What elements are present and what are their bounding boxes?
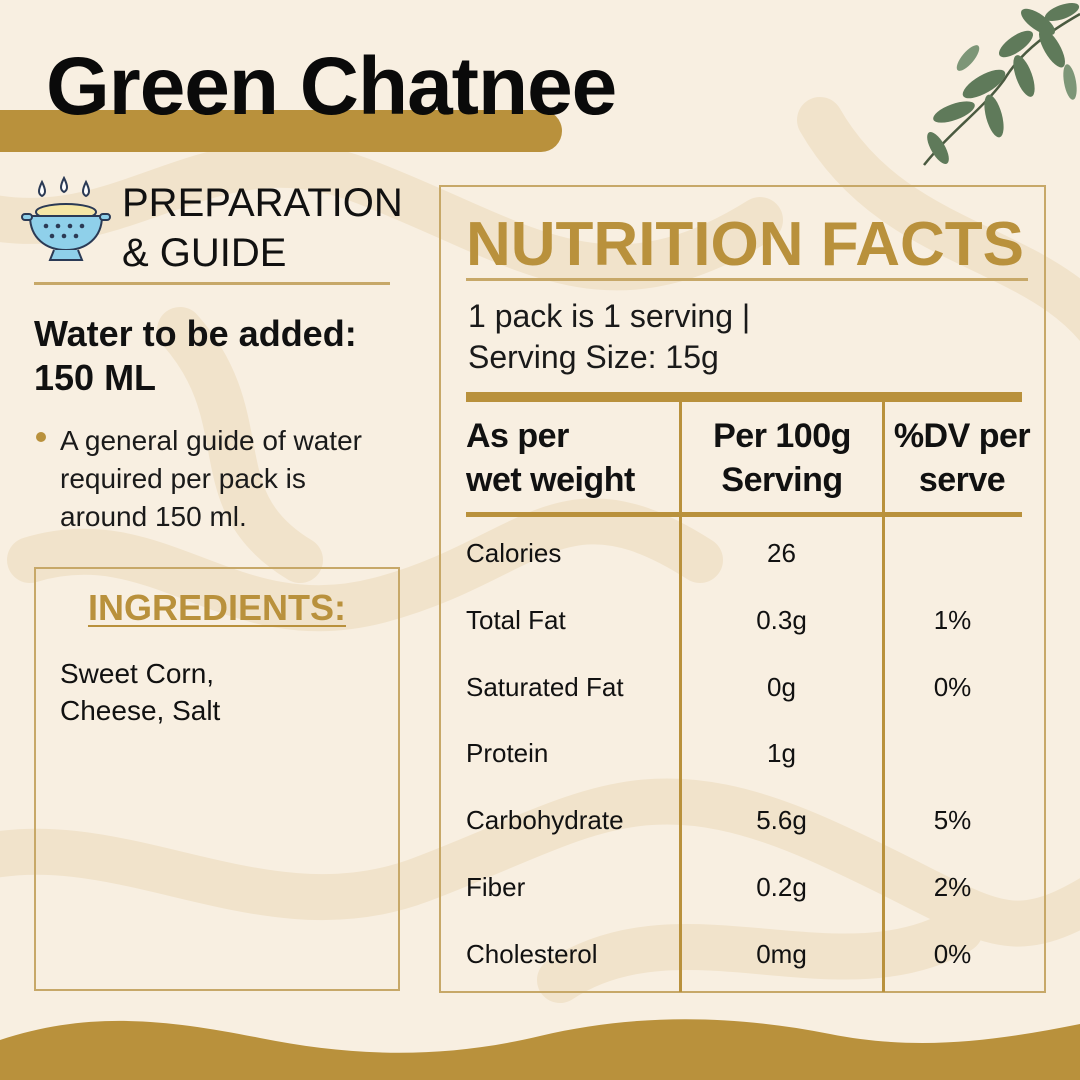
serving-info: 1 pack is 1 serving | Serving Size: 15g xyxy=(468,296,750,378)
header-col3-line1: %DV per xyxy=(893,417,1031,455)
header-col3-line2: serve xyxy=(918,461,1006,499)
water-amount: 150 ML xyxy=(34,357,157,398)
header-col2-line2: Serving xyxy=(721,461,843,499)
water-guide-line1: A general guide of water xyxy=(60,425,362,456)
nutrient-dv xyxy=(883,520,1022,587)
nutrition-title-rule xyxy=(466,278,1028,281)
ingredients-list: Sweet Corn, Cheese, Salt xyxy=(60,655,380,729)
ingredients-panel: INGREDIENTS: Sweet Corn, Cheese, Salt xyxy=(34,567,400,991)
bullet-dot xyxy=(36,432,46,442)
nutrient-name: Fiber xyxy=(466,871,526,902)
water-guide-line2: required per pack is xyxy=(60,463,306,494)
nutrient-per100g: 1g xyxy=(767,738,796,769)
ingredients-line1: Sweet Corn, xyxy=(60,658,215,689)
nutrient-name: Saturated Fat xyxy=(466,671,624,702)
nutrition-thick-rule xyxy=(466,392,1022,402)
water-guide-line3: around 150 ml. xyxy=(60,501,247,532)
header-col3: %DV per serve xyxy=(885,414,1039,502)
table-row: Carbohydrate 5.6g 5% xyxy=(466,787,1022,854)
nutrition-title: NUTRITION FACTS xyxy=(466,210,1024,279)
column-divider-2 xyxy=(882,402,885,992)
water-instruction: Water to be added: 150 ML xyxy=(34,312,357,400)
nutrient-dv: 5% xyxy=(933,805,972,836)
header-col1: As per wet weight xyxy=(466,414,676,502)
preparation-heading-line1: PREPARATION xyxy=(122,181,403,225)
nutrition-panel xyxy=(439,185,1046,993)
header-col1-line2: wet weight xyxy=(466,461,635,499)
serving-line1: 1 pack is 1 serving | xyxy=(468,298,751,334)
nutrition-rows: Calories 26 Total Fat 0.3g 1% Saturated … xyxy=(466,520,1022,988)
nutrient-dv xyxy=(883,720,1022,787)
header-col2-line1: Per 100g xyxy=(713,417,851,455)
header-col2: Per 100g Serving xyxy=(682,414,882,502)
preparation-heading-line2: & GUIDE xyxy=(122,231,287,275)
column-divider-1 xyxy=(679,402,682,992)
nutrient-per100g: 0.3g xyxy=(756,604,807,635)
serving-line2: Serving Size: 15g xyxy=(468,339,719,375)
page-title: Green Chatnee xyxy=(46,41,617,132)
nutrient-per100g: 26 xyxy=(767,538,796,568)
colander-icon xyxy=(21,176,111,261)
water-guide-note: A general guide of water required per pa… xyxy=(60,422,420,536)
nutrient-dv: 1% xyxy=(933,604,972,635)
header-col1-line1: As per xyxy=(466,417,569,455)
table-row: Total Fat 0.3g 1% xyxy=(466,587,1022,654)
table-row: Saturated Fat 0g 0% xyxy=(466,654,1022,721)
nutrient-name: Protein xyxy=(466,738,549,769)
leaf-branch-icon xyxy=(923,2,1080,166)
header-rule xyxy=(466,512,1022,517)
nutrient-dv: 0% xyxy=(933,938,972,969)
preparation-heading: PREPARATION & GUIDE xyxy=(122,178,403,278)
nutrient-per100g: 5.6g xyxy=(756,805,807,836)
nutrient-per100g: 0.2g xyxy=(756,871,807,902)
preparation-divider xyxy=(34,282,390,285)
table-row: Calories 26 xyxy=(466,520,1022,587)
table-row: Cholesterol 0mg 0% xyxy=(466,921,1022,988)
bottom-wave-decoration xyxy=(0,1019,1080,1080)
nutrient-name: Carbohydrate xyxy=(466,805,624,836)
nutrient-dv: 2% xyxy=(933,871,972,902)
nutrient-name: Calories xyxy=(466,538,562,568)
nutrient-per100g: 0mg xyxy=(756,938,807,969)
table-row: Protein 1g xyxy=(466,720,1022,787)
nutrient-name: Total Fat xyxy=(466,604,566,635)
ingredients-line2: Cheese, Salt xyxy=(60,695,221,726)
nutrient-name: Cholesterol xyxy=(466,938,598,969)
nutrient-dv: 0% xyxy=(933,671,972,702)
water-label: Water to be added: xyxy=(34,313,357,354)
table-row: Fiber 0.2g 2% xyxy=(466,854,1022,921)
ingredients-title: INGREDIENTS: xyxy=(87,587,346,628)
nutrient-per100g: 0g xyxy=(767,671,796,702)
title-underline-bar xyxy=(0,110,562,152)
